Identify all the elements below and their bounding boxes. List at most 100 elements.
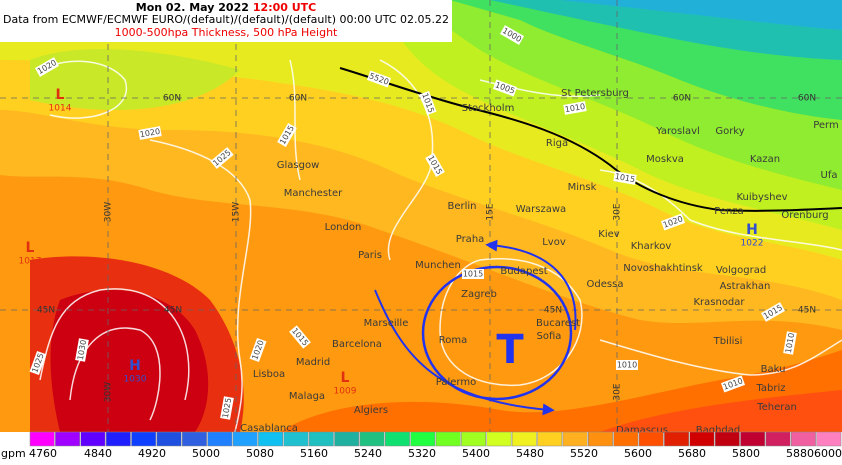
city-label: Malaga — [289, 391, 325, 402]
isoline-label-group: 1010 — [783, 331, 797, 355]
colorbar-swatch — [562, 431, 588, 447]
colorbar-swatch — [765, 431, 791, 447]
colorbar-swatch — [105, 431, 131, 447]
colorbar-label: 5080 — [246, 447, 274, 460]
city-label: Riga — [546, 138, 568, 149]
isoline-label-bg — [220, 396, 234, 420]
grid-label: 30W — [104, 382, 114, 402]
city-label: Kharkov — [631, 241, 672, 252]
city-label: Budapest — [500, 266, 547, 277]
header-source: Data from ECMWF/ECMWF EURO/(default)/(de… — [3, 13, 449, 26]
city-label: Ufa — [821, 170, 838, 181]
grid-label: 15W — [232, 202, 242, 222]
city-label: Madrid — [296, 357, 330, 368]
city-label: Zagreb — [461, 289, 497, 300]
colorbar-swatch — [334, 431, 360, 447]
isoline-label-bg — [563, 101, 587, 115]
colorbar-swatch — [80, 431, 106, 447]
colorbar-label: 5320 — [408, 447, 436, 460]
colorbar-label: 5400 — [462, 447, 490, 460]
colorbar-swatch — [714, 431, 740, 447]
header-product: 1000-500hpa Thickness, 500 hPa Height — [115, 26, 338, 39]
colorbar-label: 5160 — [300, 447, 328, 460]
colorbar-swatch — [588, 431, 613, 447]
colorbar-label: 4840 — [84, 447, 112, 460]
city-label: Volgograd — [716, 265, 766, 276]
colorbar-swatch — [207, 431, 233, 447]
isoline-label-bg — [660, 213, 686, 231]
city-label: Praha — [456, 234, 485, 245]
colorbar-label: 6000 — [814, 447, 842, 460]
city-label: Perm — [813, 120, 839, 131]
isoline-label-bg — [760, 302, 786, 322]
isoline-label: 1015 — [614, 172, 636, 184]
isoline-label-bg — [462, 269, 484, 279]
city-label: Astrakhan — [720, 281, 771, 292]
pressure-center-type: L — [341, 370, 350, 386]
colorbar-swatch — [613, 431, 639, 447]
isoline-label: 1025 — [221, 397, 233, 419]
pressure-center-value: 1009 — [334, 387, 357, 397]
colorbar-label: 5680 — [678, 447, 706, 460]
isoline-label-bg — [492, 79, 518, 97]
isoline-label-group: 1025 — [220, 396, 234, 420]
city-label: Odessa — [587, 279, 624, 290]
colorbar-label: 5600 — [624, 447, 652, 460]
city-label: Barcelona — [332, 339, 382, 350]
colorbar-swatch — [29, 431, 55, 447]
grid-label: 60N — [798, 94, 816, 104]
grid-label: 60N — [673, 94, 691, 104]
grid-label: 45N — [164, 306, 182, 316]
grid-label: 45N — [37, 306, 55, 316]
isoline-label: 1010 — [564, 102, 586, 114]
isoline-label-bg — [289, 325, 311, 349]
city-label: Moskva — [646, 154, 684, 165]
isoline-label-bg — [75, 338, 89, 362]
colorbar-label: 5800 — [732, 447, 760, 460]
colorbar-swatch — [740, 431, 766, 447]
colorbar-swatch — [689, 431, 715, 447]
colorbar-label: 5880 — [786, 447, 814, 460]
header-line: Mon 02. May 2022 12:00 UTC — [136, 1, 317, 14]
pressure-center-type: H — [129, 358, 141, 374]
isoline-label: 1020 — [139, 127, 161, 139]
colorbar-swatch — [359, 431, 385, 447]
colorbar-swatch — [816, 431, 842, 447]
pressure-center-type: H — [746, 222, 758, 238]
grid-label: 30E — [613, 383, 623, 400]
colorbar-label: 5240 — [354, 447, 382, 460]
isoline-label-bg — [366, 70, 392, 88]
field — [0, 0, 842, 432]
isoline-label-group: 1030 — [75, 338, 89, 362]
city-label: Manchester — [284, 188, 343, 199]
isoline-label: 1015 — [463, 270, 483, 279]
colorbar-swatch — [385, 431, 410, 447]
city-label: Sofia — [537, 331, 562, 342]
isoline-label-bg — [499, 25, 525, 45]
grid-label: 45N — [544, 306, 562, 316]
isoline-label: 1030 — [76, 339, 88, 361]
colorbar-swatch — [283, 431, 309, 447]
header-time: 12:00 UTC — [253, 1, 316, 14]
isoline-label-bg — [613, 171, 637, 185]
colorbar-swatch — [537, 431, 563, 447]
pressure-center-value: 1030 — [124, 375, 147, 385]
city-label: Tabriz — [755, 383, 785, 394]
labels: Stockholm St Petersburg Yaroslavl Gorky Perm… — [1, 25, 842, 460]
city-label: Tbilisi — [713, 336, 743, 347]
city-label: Warszawa — [516, 204, 566, 215]
header-date: Mon 02. May 2022 — [136, 1, 249, 14]
city-label: Stockholm — [462, 103, 515, 114]
isoline-label-bg — [138, 126, 162, 140]
city-label: Berlin — [447, 201, 476, 212]
pressure-center-type: L — [26, 240, 35, 256]
pressure-center-value: 1022 — [741, 239, 764, 249]
isoline-label: 1010 — [617, 361, 637, 370]
city-label: Roma — [439, 335, 468, 346]
colorbar-label: 5520 — [570, 447, 598, 460]
trough-label: T — [496, 327, 524, 373]
city-label: Penza — [714, 206, 744, 217]
city-label: St Petersburg — [561, 88, 629, 99]
city-label: London — [325, 222, 362, 233]
colorbar-swatch — [461, 431, 486, 447]
